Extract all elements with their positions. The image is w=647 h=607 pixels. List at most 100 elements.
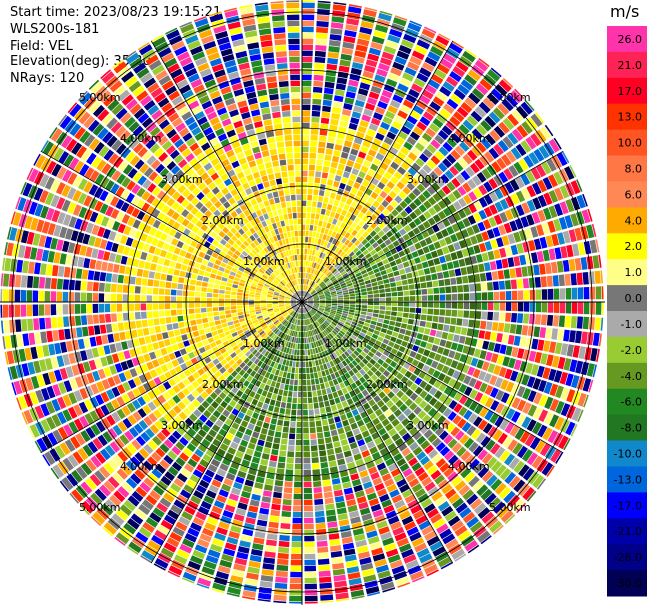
ppi-cell: [237, 445, 247, 453]
ppi-cell: [267, 291, 274, 295]
ppi-cell: [177, 473, 188, 483]
ppi-cell: [307, 297, 313, 301]
ppi-cell: [147, 319, 154, 327]
ppi-cell: [230, 352, 237, 359]
ppi-cell: [312, 283, 317, 288]
ppi-cell: [144, 371, 153, 381]
ppi-cell: [314, 504, 324, 511]
ppi-cell: [405, 422, 414, 432]
ppi-cell: [304, 248, 308, 255]
ppi-cell: [228, 530, 240, 539]
ppi-cell: [462, 489, 475, 501]
ppi-cell: [260, 302, 266, 305]
ppi-cell: [175, 457, 186, 467]
ppi-cell: [354, 310, 361, 314]
ppi-cell: [362, 223, 370, 231]
ppi-cell: [111, 411, 121, 423]
ppi-cell: [140, 345, 148, 354]
ppi-cell: [252, 319, 259, 324]
ppi-cell: [477, 419, 488, 431]
ppi-cell: [297, 409, 302, 416]
ppi-cell: [373, 268, 380, 274]
ppi-cell: [231, 312, 238, 317]
ppi-cell: [348, 79, 359, 87]
ppi-cell: [406, 356, 414, 364]
ppi-cell: [498, 121, 510, 134]
ppi-cell: [537, 424, 548, 438]
ppi-cell: [337, 242, 344, 249]
ppi-cell: [298, 379, 302, 386]
ppi-cell: [550, 449, 562, 463]
ppi-cell: [167, 570, 180, 578]
field-label: Field: VEL: [10, 39, 73, 54]
ppi-cell: [149, 512, 162, 523]
ppi-cell: [165, 317, 172, 324]
ppi-cell: [405, 559, 419, 570]
ppi-cell: [184, 505, 196, 516]
ppi-cell: [95, 213, 104, 225]
ppi-cell: [306, 218, 310, 225]
ppi-cell: [397, 110, 408, 120]
ppi-cell: [92, 303, 99, 313]
ppi-cell: [442, 158, 452, 169]
ppi-cell: [128, 541, 142, 554]
ppi-cell: [303, 307, 306, 313]
ppi-cell: [186, 384, 195, 393]
ppi-cell: [384, 334, 392, 340]
ppi-cell: [426, 159, 437, 170]
ppi-cell: [244, 329, 250, 335]
ppi-cell: [319, 294, 325, 298]
ppi-cell: [320, 283, 326, 288]
ppi-cell: [326, 412, 333, 419]
ppi-cell: [354, 232, 362, 239]
ppi-cell: [559, 185, 570, 199]
ppi-cell: [321, 331, 327, 337]
ppi-cell: [331, 252, 337, 258]
ppi-cell: [525, 136, 537, 150]
ppi-cell: [409, 531, 422, 542]
ppi-cell: [525, 253, 533, 265]
ppi-cell: [387, 105, 398, 114]
ppi-cell: [458, 406, 468, 417]
ppi-cell: [381, 473, 392, 482]
ppi-cell: [218, 489, 229, 498]
ppi-cell: [255, 445, 264, 453]
ppi-cell: [146, 456, 158, 467]
ppi-cell: [513, 231, 522, 243]
ppi-cell: [308, 280, 312, 286]
ppi-cell: [242, 296, 249, 300]
ppi-cell: [421, 525, 434, 536]
ppi-cell: [305, 285, 309, 291]
ppi-cell: [104, 444, 116, 457]
ppi-cell: [299, 361, 302, 368]
ppi-cell: [263, 357, 269, 364]
ppi-cell: [304, 535, 315, 542]
ppi-cell: [452, 414, 462, 425]
ppi-cell: [348, 312, 355, 316]
ppi-cell: [542, 177, 553, 190]
ppi-cell: [67, 242, 76, 254]
ppi-cell: [256, 336, 262, 342]
ppi-cell: [420, 314, 427, 321]
ppi-cell: [303, 307, 307, 313]
ppi-cell: [30, 375, 40, 389]
ppi-cell: [433, 308, 440, 316]
ppi-cell: [320, 462, 329, 469]
ppi-cell: [538, 379, 547, 392]
ppi-cell: [501, 258, 509, 269]
ppi-cell: [275, 382, 281, 389]
ppi-cell: [436, 113, 448, 124]
ppi-cell: [478, 242, 487, 253]
ppi-cell: [308, 164, 316, 171]
ppi-cell: [316, 311, 322, 316]
ppi-cell: [536, 251, 544, 263]
ppi-cell: [453, 111, 465, 123]
ppi-cell: [366, 312, 373, 317]
ppi-cell: [595, 302, 602, 315]
ppi-cell: [329, 243, 335, 250]
ppi-cell: [319, 129, 328, 136]
ppi-cell: [329, 287, 335, 291]
ppi-cell: [81, 269, 89, 280]
ppi-cell: [207, 337, 215, 344]
ppi-cell: [313, 329, 317, 335]
